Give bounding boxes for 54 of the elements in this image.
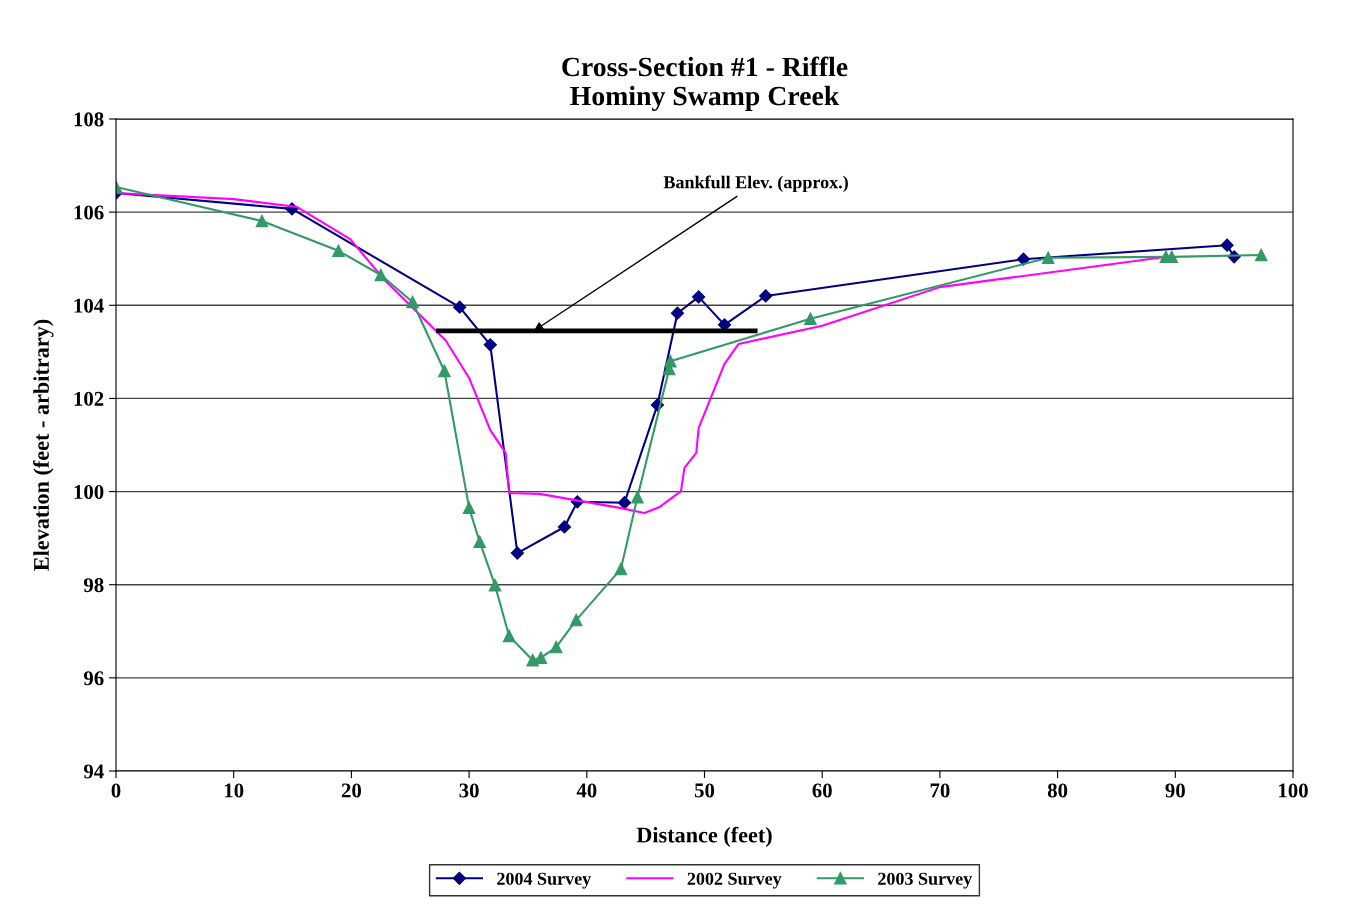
point [557, 520, 572, 534]
point [462, 501, 476, 515]
y-tick-label: 102 [74, 391, 104, 406]
point [569, 613, 583, 627]
point [614, 562, 628, 576]
x-tick-label: 90 [1165, 783, 1185, 798]
y-tick-label: 98 [83, 578, 104, 593]
y-tick-label: 96 [83, 671, 104, 686]
y-tick-label: 108 [74, 112, 104, 127]
x-tick-label: 10 [224, 783, 244, 798]
point [488, 578, 502, 592]
x-tick-label: 40 [576, 783, 597, 798]
y-axis-title: Elevation (feet - arbitrary) [33, 319, 54, 571]
y-tick-label: 94 [83, 764, 104, 779]
point [483, 338, 497, 352]
x-tick-label: 20 [341, 783, 362, 798]
point [255, 214, 269, 228]
point [473, 535, 486, 549]
point [804, 312, 817, 326]
point [631, 490, 644, 504]
point [617, 496, 632, 510]
point [534, 651, 548, 665]
x-tick-label: 50 [694, 783, 715, 798]
point [759, 289, 773, 303]
y-tick-label: 104 [74, 298, 104, 313]
x-axis-title: Distance (feet) [636, 826, 772, 848]
point [438, 364, 451, 378]
annotation: Bankfull Elev. (approx.) [663, 175, 848, 193]
point [692, 290, 706, 304]
legend-label: 2003 Survey [878, 872, 972, 889]
x-tick-label: 80 [1047, 783, 1068, 798]
y-tick-label: 106 [74, 205, 104, 220]
point [1041, 251, 1055, 265]
point [1254, 248, 1268, 262]
y-tick-label: 100 [74, 484, 104, 499]
x-tick-label: 60 [812, 783, 832, 798]
point [549, 640, 563, 654]
point [1016, 252, 1031, 266]
point [502, 629, 516, 643]
x-tick-label: 30 [459, 783, 479, 798]
legend-label: 2002 Survey [687, 872, 782, 889]
x-tick-label: 100 [1279, 783, 1308, 798]
point [664, 354, 677, 368]
point [453, 300, 467, 314]
legend-label: 2004 Survey [497, 872, 592, 889]
point [670, 306, 685, 320]
point [374, 268, 388, 282]
x-tick-label: 70 [930, 783, 950, 798]
point [510, 546, 524, 560]
point [332, 244, 345, 258]
point [406, 295, 419, 309]
point [1220, 238, 1234, 252]
chart-title: Cross-Section #1 - Riffle Hominy Swamp Creek [562, 56, 848, 112]
x-tick-label: 0 [111, 783, 121, 798]
